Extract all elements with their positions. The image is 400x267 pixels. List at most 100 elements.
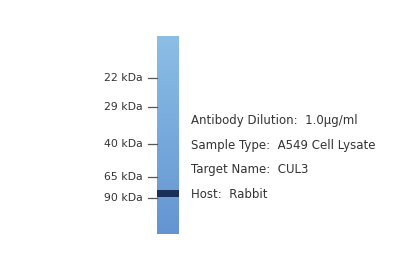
Bar <box>157 121 179 122</box>
Bar <box>157 158 179 159</box>
Bar <box>157 204 179 205</box>
Bar <box>157 52 179 53</box>
Bar <box>157 108 179 109</box>
Bar <box>157 60 179 61</box>
Bar <box>157 78 179 79</box>
Bar <box>157 143 179 144</box>
Bar <box>157 175 179 176</box>
Bar <box>157 40 179 41</box>
Bar <box>157 194 179 195</box>
Bar <box>157 102 179 103</box>
Bar <box>157 184 179 185</box>
Bar <box>157 229 179 230</box>
Bar <box>157 69 179 70</box>
Bar <box>157 195 179 196</box>
Bar <box>157 165 179 166</box>
Bar <box>157 74 179 75</box>
Text: 90 kDa: 90 kDa <box>104 193 143 203</box>
Bar <box>157 88 179 89</box>
Bar <box>157 185 179 186</box>
Bar <box>157 112 179 113</box>
Text: 22 kDa: 22 kDa <box>104 73 143 83</box>
Bar <box>157 51 179 52</box>
Bar <box>157 176 179 177</box>
Bar <box>157 39 179 40</box>
Bar <box>157 48 179 49</box>
Bar <box>157 189 179 190</box>
Bar <box>157 44 179 45</box>
Bar <box>157 37 179 38</box>
Text: Antibody Dilution:  1.0μg/ml: Antibody Dilution: 1.0μg/ml <box>191 114 358 127</box>
Bar <box>157 56 179 57</box>
Text: 40 kDa: 40 kDa <box>104 139 143 149</box>
Bar <box>157 164 179 165</box>
Bar <box>157 98 179 99</box>
Bar <box>157 134 179 135</box>
Bar <box>157 55 179 56</box>
Bar <box>157 222 179 223</box>
Bar <box>157 209 179 210</box>
Bar <box>157 94 179 95</box>
Bar <box>157 89 179 90</box>
Bar <box>157 219 179 220</box>
Bar <box>157 233 179 234</box>
Bar <box>157 174 179 175</box>
Bar <box>157 208 179 209</box>
Bar <box>157 65 179 66</box>
Bar <box>157 124 179 125</box>
Bar <box>157 82 179 83</box>
Bar <box>157 133 179 134</box>
Bar <box>157 153 179 154</box>
Bar <box>157 91 179 92</box>
Bar <box>157 228 179 229</box>
Bar <box>157 95 179 96</box>
Bar <box>157 131 179 132</box>
Bar <box>157 61 179 62</box>
Bar <box>157 217 179 218</box>
Bar <box>157 177 179 178</box>
Bar <box>157 220 179 221</box>
Bar <box>157 46 179 47</box>
Bar <box>157 196 179 197</box>
Bar <box>157 182 179 183</box>
Bar <box>157 203 179 204</box>
Bar <box>157 93 179 94</box>
Bar <box>157 198 179 199</box>
Bar <box>157 85 179 86</box>
Bar <box>157 87 179 88</box>
Bar <box>157 214 179 215</box>
Bar <box>157 170 179 171</box>
Bar <box>157 226 179 227</box>
Bar <box>157 42 179 43</box>
Bar <box>157 142 179 143</box>
Bar <box>157 151 179 152</box>
Bar <box>157 173 179 174</box>
Bar <box>157 140 179 141</box>
Bar <box>157 221 179 222</box>
Bar <box>157 172 179 173</box>
Bar <box>157 66 179 67</box>
Bar <box>157 154 179 155</box>
Bar <box>157 120 179 121</box>
Bar <box>157 92 179 93</box>
Bar <box>157 43 179 44</box>
Bar <box>157 155 179 156</box>
Bar <box>157 168 179 169</box>
Bar <box>157 138 179 139</box>
Bar <box>157 50 179 51</box>
Bar <box>157 215 179 216</box>
Bar <box>157 190 179 197</box>
Bar <box>157 160 179 161</box>
Bar <box>157 49 179 50</box>
Bar <box>157 232 179 233</box>
Bar <box>157 79 179 80</box>
Bar <box>157 227 179 228</box>
Bar <box>157 71 179 72</box>
Bar <box>157 159 179 160</box>
Bar <box>157 193 179 194</box>
Bar <box>157 59 179 60</box>
Bar <box>157 231 179 232</box>
Bar <box>157 169 179 170</box>
Bar <box>157 64 179 65</box>
Bar <box>157 105 179 106</box>
